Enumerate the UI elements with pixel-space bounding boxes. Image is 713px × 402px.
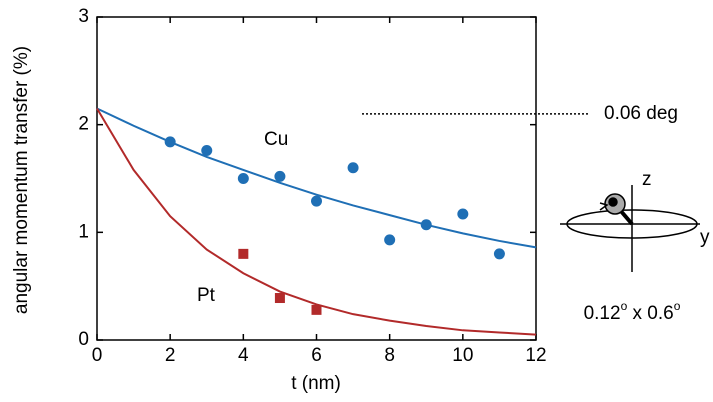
handle [618,208,634,226]
x-tick-label: 10 [452,345,473,366]
x-tick-label: 8 [384,345,395,366]
y-axis-label: angular momentum transfer (%) [11,46,32,314]
point [347,162,359,174]
point [237,173,249,184]
x-tick-label: 0 [92,345,103,366]
x-tick-label: 4 [238,345,249,366]
point [164,136,176,148]
reference-label: 0.06 deg [604,103,678,124]
x-tick-label: 2 [165,345,176,366]
point [274,293,285,304]
point [274,170,286,182]
x-tick-label: 12 [525,345,546,366]
point [420,219,432,231]
point [384,234,396,246]
plot-frame [96,16,537,341]
caption-sup: o [621,299,628,313]
y-tick-label: 1 [78,221,89,242]
inset-z-label: z [642,169,652,190]
inset-y-label: y [700,227,710,248]
point [493,248,505,260]
fit-line [96,107,537,249]
inset-diagram [560,185,700,272]
caption-part: 0.12 [584,303,621,324]
point [311,304,322,315]
series-label: Pt [197,285,216,306]
y-tick-label: 2 [78,114,89,135]
point [457,208,469,220]
inset-caption: 0.12o x 0.6o [584,299,681,324]
series-label: Cu [264,129,288,150]
point [311,195,322,207]
x-tick-label: 6 [311,345,322,366]
fit-line [96,108,537,336]
point [238,248,249,259]
caption-part: x 0.6 [627,303,673,324]
caption-sup: o [674,299,681,313]
y-tick-label: 3 [78,6,89,27]
probe-dot [608,197,618,207]
x-axis-label: t (nm) [291,373,341,394]
arrow [599,202,609,211]
y-tick-label: 0 [78,329,89,350]
point [201,145,213,157]
